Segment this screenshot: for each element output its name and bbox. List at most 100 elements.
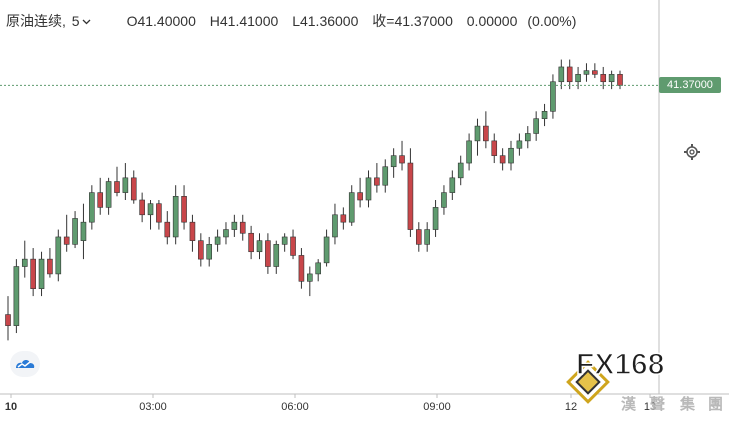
candle-body xyxy=(72,218,78,245)
time-label-day12: 12 xyxy=(564,401,578,413)
time-label-day10: 10 xyxy=(4,401,18,413)
candle-body xyxy=(541,111,548,119)
candle-body xyxy=(89,192,95,223)
open-label: O xyxy=(126,13,138,29)
change-value: 0.00000 xyxy=(466,13,518,29)
candle-body xyxy=(516,140,523,149)
candle-body xyxy=(583,70,590,75)
candle-body xyxy=(206,244,213,260)
time-label-day13: 13 xyxy=(643,401,657,413)
candle-body xyxy=(457,162,464,179)
change-percent: (0.00%) xyxy=(527,13,577,29)
watermark-char-4: 團 xyxy=(708,395,724,413)
candle-body xyxy=(298,255,305,282)
candle-body xyxy=(524,133,531,142)
candle-body xyxy=(5,314,11,326)
candle-body xyxy=(30,258,36,289)
time-label-0900: 09:00 xyxy=(423,401,451,413)
candle-body xyxy=(365,177,372,201)
fx168-logo-text: FX168 xyxy=(576,348,664,381)
candle-body xyxy=(147,203,154,216)
watermark-char-2: 聲 xyxy=(650,395,666,413)
chart-legend: 原油连续 , 5 O41.40000 H41.41000 L41.36000 收… xyxy=(6,11,586,31)
candle-body xyxy=(491,140,498,156)
candle-body xyxy=(47,258,53,275)
close-label: 收= xyxy=(372,13,395,29)
candle-body xyxy=(172,196,179,238)
candle-body xyxy=(231,221,238,230)
candle-body xyxy=(214,236,221,245)
candle-body xyxy=(617,74,623,86)
candle-body xyxy=(281,236,288,245)
candle-body xyxy=(13,266,20,326)
time-label-0300: 03:00 xyxy=(139,401,167,413)
candle-body xyxy=(382,166,389,186)
candle-body xyxy=(466,140,472,164)
watermark-char-1: 漢 xyxy=(621,395,637,413)
candle-body xyxy=(38,258,45,289)
candle-body xyxy=(21,258,28,267)
candle-body xyxy=(508,147,514,164)
candle-body xyxy=(340,214,347,223)
symbol-name[interactable]: 原油连续 xyxy=(6,13,62,29)
candle-body xyxy=(483,125,489,142)
high-label: H xyxy=(209,13,220,29)
last-price-tag: 41.37000 xyxy=(659,77,721,94)
candle-body xyxy=(592,70,598,75)
candle-body xyxy=(273,244,280,267)
candle-body xyxy=(164,221,171,238)
candle-body xyxy=(390,155,397,168)
time-label-0600: 06:00 xyxy=(281,401,309,413)
candle-body xyxy=(80,221,87,241)
candle-body xyxy=(449,177,456,193)
candle-body xyxy=(97,192,104,208)
candle-body xyxy=(415,229,422,245)
candle-body xyxy=(290,236,296,256)
candle-body xyxy=(550,81,556,112)
candles-layer xyxy=(5,59,623,341)
time-axis-ticks xyxy=(10,394,651,398)
candle-body xyxy=(105,181,112,208)
candle-body xyxy=(332,214,338,238)
close-value: 41.37000 xyxy=(394,13,453,29)
candle-body xyxy=(156,203,162,223)
candle-body xyxy=(407,162,414,230)
candle-body xyxy=(432,207,439,230)
fx168-logo-icon: FX168 xyxy=(566,347,665,404)
candle-body xyxy=(558,66,565,83)
ohlc-values: O41.40000 H41.41000 L41.36000 收=41.37000… xyxy=(127,11,587,31)
candle-body xyxy=(239,221,246,234)
candle-body xyxy=(323,236,330,264)
tradingview-cloud-icon[interactable] xyxy=(10,351,40,377)
settings-icon[interactable] xyxy=(683,143,701,161)
chevron-down-icon[interactable] xyxy=(82,17,91,26)
candle-body xyxy=(399,155,405,164)
candle-body xyxy=(130,177,137,201)
candle-body xyxy=(608,74,615,83)
interval-selector[interactable]: 5 xyxy=(71,13,80,29)
candle-body xyxy=(600,74,607,83)
candle-body xyxy=(63,236,70,245)
candle-body xyxy=(424,229,430,245)
candle-body xyxy=(307,273,313,282)
high-value: 41.41000 xyxy=(219,13,279,29)
watermark-char-3: 集 xyxy=(680,395,696,413)
candle-body xyxy=(114,181,120,193)
candle-body xyxy=(374,177,380,186)
candle-body xyxy=(256,240,263,253)
candle-body xyxy=(566,66,573,83)
candle-body xyxy=(575,74,581,83)
low-value: 41.36000 xyxy=(299,13,359,29)
candle-body xyxy=(441,192,447,208)
low-label: L xyxy=(292,13,300,29)
candle-body xyxy=(474,125,481,142)
candle-body xyxy=(181,196,187,223)
legend-separator: , xyxy=(62,13,70,29)
candle-body xyxy=(248,232,254,253)
candle-body xyxy=(315,262,321,275)
candle-body xyxy=(189,221,196,241)
candle-body xyxy=(357,192,363,201)
candle-body xyxy=(55,236,62,275)
fx168-watermark: FX168 xyxy=(560,344,725,416)
